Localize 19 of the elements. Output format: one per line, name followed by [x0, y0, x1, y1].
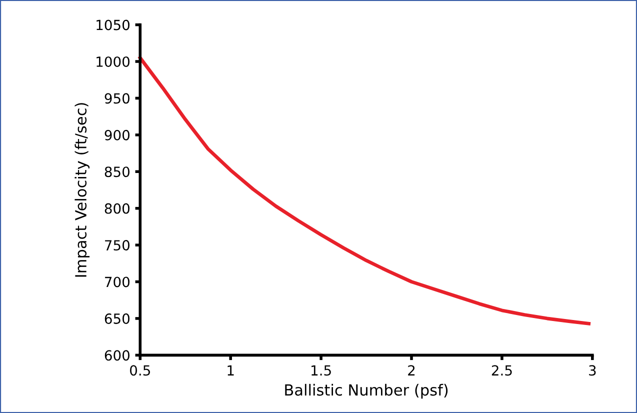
y-tick-label: 850 — [104, 166, 130, 178]
y-tick-label: 750 — [105, 240, 130, 251]
x-tick-label: 1.5 — [312, 365, 331, 376]
y-tick-label: 650 — [104, 313, 130, 324]
x-tick-label: 2.5 — [492, 365, 512, 376]
line-series — [138, 56, 591, 326]
y-tick-label: 1000 — [96, 56, 130, 67]
x-axis-title: Ballistic Number (psf) — [285, 384, 448, 399]
y-axis-title: Impact Velocity (ft/sec) — [74, 103, 90, 277]
x-tick-label: 3 — [589, 365, 596, 376]
y-tick-label: 1050 — [96, 20, 130, 30]
y-tick-label: 950 — [104, 93, 130, 104]
y-tick-label: 600 — [104, 350, 130, 361]
y-tick-label: 800 — [104, 203, 130, 214]
y-tick-label: 700 — [105, 276, 130, 288]
x-tick-label: 0.5 — [130, 365, 150, 376]
y-tick-label: 900 — [104, 130, 130, 140]
x-tick-label: 2 — [408, 365, 415, 376]
x-tick-label: 1 — [228, 365, 234, 376]
